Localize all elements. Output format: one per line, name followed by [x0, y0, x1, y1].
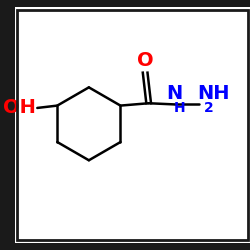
- Text: N: N: [166, 84, 183, 103]
- Text: O: O: [137, 51, 154, 70]
- Text: OH: OH: [3, 98, 36, 117]
- Text: NH: NH: [197, 84, 230, 103]
- Text: 2: 2: [204, 101, 214, 115]
- Text: H: H: [174, 101, 186, 115]
